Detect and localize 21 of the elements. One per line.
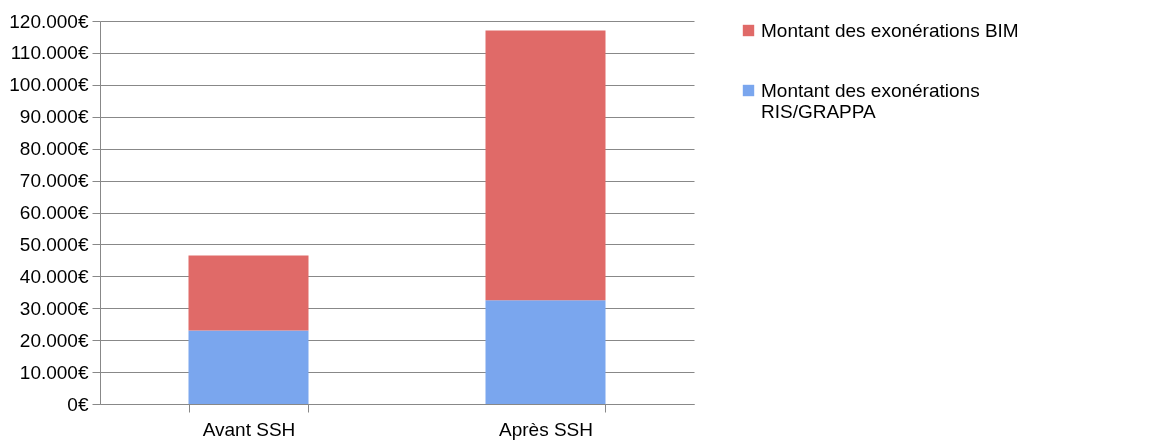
y-tick-label: 0€ (67, 393, 89, 415)
y-tick-label: 60.000€ (19, 202, 89, 223)
bar (188, 330, 309, 404)
y-tick-label: 120.000€ (9, 10, 89, 32)
bar (485, 300, 606, 404)
y-tick-label: 70.000€ (19, 170, 89, 192)
x-tick-label: Après SSH (499, 418, 593, 440)
y-tick-label: 20.000€ (19, 329, 89, 351)
legend-label: Montant des exonérations RIS/GRAPPA (761, 79, 980, 122)
y-tick-label: 10.000€ (19, 361, 89, 383)
bar (188, 255, 309, 331)
x-tick-label: Avant SSH (202, 418, 296, 440)
y-tick-label: 110.000€ (10, 42, 89, 64)
legend-label: Montant des exonérations BIM (761, 19, 1019, 41)
y-tick-label: 30.000€ (19, 297, 89, 319)
y-tick-label: 100.000€ (9, 74, 89, 96)
bar (485, 30, 606, 301)
y-tick-label: 40.000€ (19, 265, 89, 287)
y-tick-label: 90.000€ (19, 106, 89, 128)
y-tick-label: 50.000€ (19, 233, 89, 255)
y-tick-label: 80.000€ (19, 138, 89, 160)
